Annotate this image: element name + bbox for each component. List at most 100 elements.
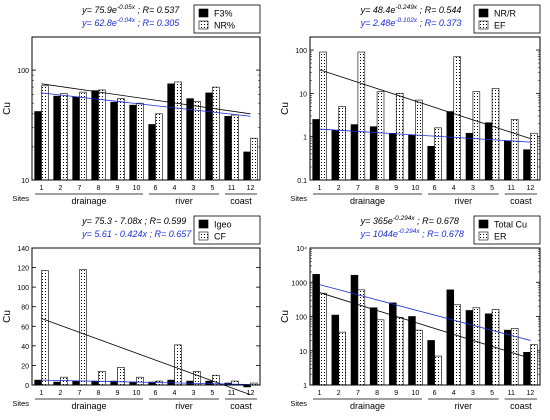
site-tick-label: 2 [59, 390, 63, 397]
bar [224, 115, 232, 181]
y-tick-label: 1000 [291, 280, 307, 287]
bar [174, 344, 182, 386]
site-tick-label: 12 [527, 390, 535, 397]
bar [98, 89, 106, 181]
bar [205, 92, 213, 181]
trend-line [41, 92, 251, 117]
bar [357, 289, 366, 386]
trend-equation: y= 365e-0.294x ; R= 0.678 [360, 215, 459, 226]
site-tick-label: 5 [211, 185, 215, 192]
site-tick-label: 3 [471, 390, 475, 397]
bar [312, 274, 320, 386]
group-label: drainage [350, 401, 385, 411]
legend-swatch [198, 219, 209, 229]
bar [434, 127, 442, 181]
bar [167, 83, 175, 181]
bar [72, 96, 80, 181]
y-tick-label: 120 [17, 266, 29, 273]
bar [60, 376, 68, 386]
chart-panel: y= 75.3 - 7.08x ; R= 0.599 y= 5.61 - 0.42… [2, 215, 261, 411]
chart-panel: y= 48.4e-0.249x ; R= 0.544 y= 2.48e-0.102… [280, 4, 541, 206]
trend-line [319, 292, 531, 359]
bar [243, 151, 251, 181]
legend-label: CF [214, 232, 226, 242]
site-tick-label: 12 [247, 185, 255, 192]
site-tick-label: 3 [192, 390, 196, 397]
trend-equation: y= 75.3 - 7.08x ; R= 0.599 [81, 216, 186, 226]
legend-swatch [198, 8, 209, 18]
trend-line [41, 379, 251, 385]
site-tick-label: 7 [78, 185, 82, 192]
bar [504, 140, 512, 181]
site-tick-label: 8 [97, 185, 101, 192]
y-tick-label: 10 [21, 178, 29, 185]
site-tick-label: 9 [116, 185, 120, 192]
site-tick-label: 11 [508, 390, 515, 397]
site-tick-label: 1 [40, 185, 44, 192]
site-tick-label: 6 [154, 390, 158, 397]
bar [484, 313, 493, 386]
bar [319, 292, 327, 386]
site-tick-label: 9 [394, 185, 398, 192]
site-tick-label: 6 [433, 185, 437, 192]
bar [350, 274, 359, 386]
site-tick-label: 2 [337, 185, 341, 192]
site-tick-label: 10 [133, 390, 141, 397]
trend-equation: y= 62.8e-0.04x ; R= 0.305 [81, 17, 180, 28]
y-tick-label: 1 [303, 135, 307, 142]
bar [395, 316, 404, 386]
site-tick-label: 1 [318, 390, 322, 397]
group-label: river [455, 196, 473, 206]
bar [34, 379, 42, 386]
legend-swatch [198, 20, 209, 30]
site-tick-label: 4 [452, 390, 456, 397]
trend-equation: y= 5.61 - 0.424x ; R= 0.657 [81, 229, 192, 239]
site-tick-label: 8 [375, 185, 379, 192]
legend-label: Total Cu [494, 220, 527, 230]
group-label: coast [230, 196, 252, 206]
chart-panel: y= 75.9e-0.05x ; R= 0.537 y= 62.8e-0.04x … [2, 4, 261, 206]
bar [136, 376, 144, 386]
site-tick-label: 7 [78, 390, 82, 397]
group-label: coast [230, 401, 252, 411]
bar [376, 91, 385, 181]
site-tick-label: 6 [154, 185, 158, 192]
site-tick-label: 11 [228, 390, 235, 397]
group-label: river [175, 196, 193, 206]
bar [331, 314, 340, 386]
site-tick-label: 3 [192, 185, 196, 192]
bar [41, 85, 49, 181]
legend-swatch [478, 20, 489, 30]
site-tick-label: 4 [173, 185, 177, 192]
bar [98, 370, 106, 386]
y-tick-label: 40 [21, 344, 29, 351]
x-axis-label: Sites [12, 399, 29, 408]
legend-label: ER [494, 232, 507, 242]
bar [369, 307, 378, 386]
x-axis-label: Sites [12, 194, 29, 203]
group-label: coast [510, 196, 532, 206]
bar [472, 307, 481, 386]
bar [186, 98, 194, 181]
bar [72, 380, 80, 386]
legend-swatch [478, 231, 489, 241]
site-tick-label: 4 [173, 390, 177, 397]
y-tick-label: 100 [17, 68, 29, 75]
group-label: drainage [71, 401, 106, 411]
bar [504, 329, 512, 386]
site-tick-label: 3 [471, 185, 475, 192]
bar [530, 344, 538, 386]
site-tick-label: 7 [356, 185, 360, 192]
y-tick-label: 10⁴ [296, 246, 307, 253]
site-tick-label: 10 [412, 185, 420, 192]
group-label: river [175, 401, 193, 411]
y-tick-label: 140 [17, 246, 29, 253]
legend-label: EF [494, 21, 506, 31]
bar [408, 316, 416, 386]
site-tick-label: 7 [356, 390, 360, 397]
plot-frame [309, 247, 541, 386]
legend-swatch [478, 219, 489, 229]
y-tick-label: 100 [17, 285, 29, 292]
group-label: drainage [71, 196, 106, 206]
